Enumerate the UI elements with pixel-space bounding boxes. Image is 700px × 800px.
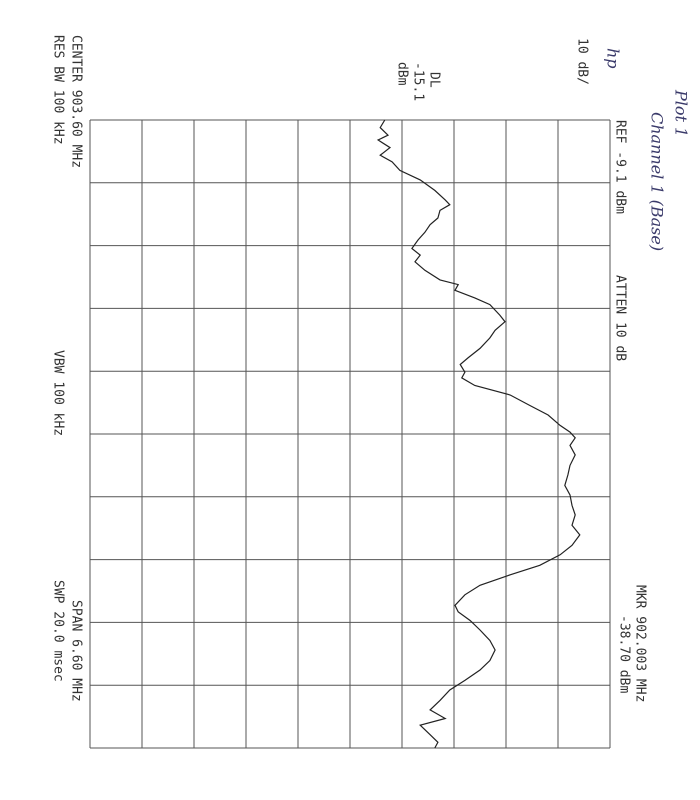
span-label: SPAN 6.60 MHz <box>69 600 84 702</box>
ref-label: REF -9.1 dBm <box>613 120 628 214</box>
trace <box>376 119 581 749</box>
chart-title: Plot 1 <box>672 89 691 137</box>
scale-label: 10 dB/ <box>575 38 590 85</box>
rbw-label: RES BW 100 kHz <box>51 35 66 145</box>
chart-subtitle: Channel 1 (Base) <box>648 112 667 251</box>
vbw-label: VBW 100 kHz <box>51 350 66 436</box>
marker-level-label: -38.70 dBm <box>617 615 632 693</box>
dl-label: DL <box>427 72 442 88</box>
brand: hp <box>604 48 623 69</box>
marker-freq-label: MKR 902.003 MHz <box>633 585 648 702</box>
dl-value: -15.1 <box>411 62 426 101</box>
atten-label: ATTEN 10 dB <box>613 275 628 361</box>
sweep-label: SWP 20.0 msec <box>51 580 66 682</box>
dl-unit: dBm <box>395 62 410 86</box>
center-label: CENTER 903.60 MHz <box>69 35 84 168</box>
